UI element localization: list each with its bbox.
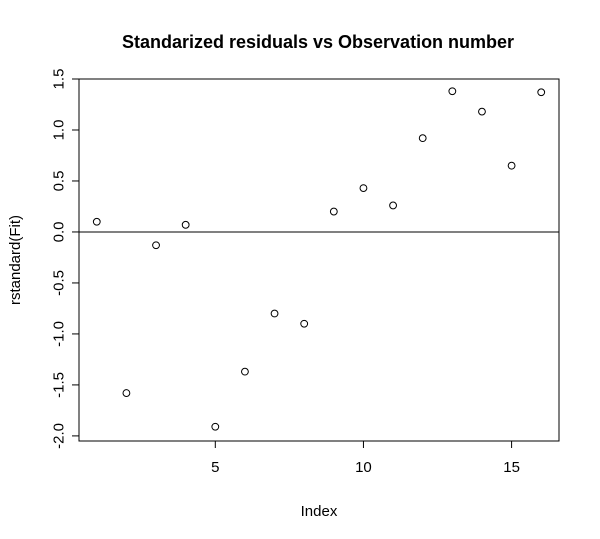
data-point [537, 88, 546, 97]
y-tick-label: 0.0 [51, 222, 68, 243]
chart-title: Standarized residuals vs Observation num… [122, 32, 514, 52]
y-axis: -2.0 -1.5 -1.0 -0.5 0.0 0.5 1.0 1.5 [51, 69, 79, 449]
data-point [478, 107, 486, 116]
data-point [181, 220, 190, 229]
y-axis-label: rstandard(Fit) [7, 215, 24, 305]
data-point [359, 184, 368, 193]
data-point [329, 207, 338, 216]
x-axis-label: Index [301, 503, 338, 520]
x-tick-label: 15 [503, 459, 520, 476]
data-point [418, 134, 427, 143]
data-points [92, 87, 546, 431]
data-point [270, 309, 279, 318]
x-axis: 5 10 15 [211, 441, 520, 476]
y-tick-label: 1.5 [51, 69, 68, 90]
data-point [152, 241, 160, 250]
data-point [389, 201, 397, 210]
data-point [448, 87, 457, 96]
data-point [300, 319, 309, 328]
y-tick-label: -2.0 [51, 423, 68, 449]
y-tick-label: -1.5 [51, 372, 68, 398]
y-tick-label: -0.5 [51, 270, 68, 296]
x-tick-label: 5 [211, 459, 219, 476]
data-point [211, 422, 220, 431]
x-tick-label: 10 [355, 459, 372, 476]
y-tick-label: 1.0 [51, 120, 68, 141]
plot-frame [78, 78, 560, 442]
data-point [92, 217, 101, 226]
y-tick-label: 0.5 [51, 171, 68, 192]
data-point [507, 161, 516, 170]
data-point [122, 389, 131, 397]
y-tick-label: -1.0 [51, 321, 68, 347]
data-point [241, 367, 249, 376]
